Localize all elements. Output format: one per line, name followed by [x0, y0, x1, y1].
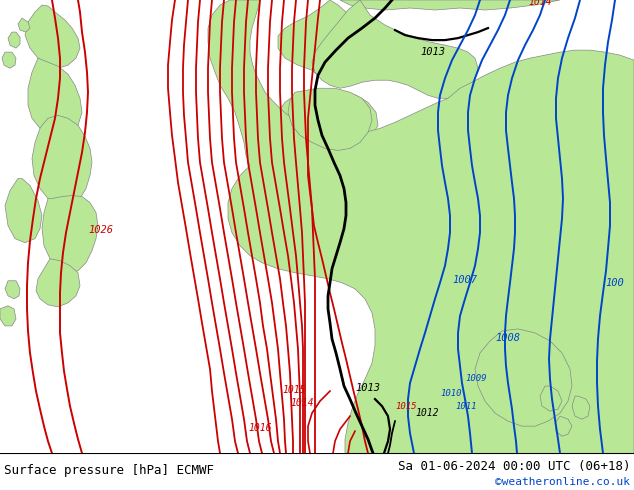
- Polygon shape: [540, 386, 562, 411]
- Text: 1013: 1013: [420, 47, 445, 57]
- Text: Surface pressure [hPa] ECMWF: Surface pressure [hPa] ECMWF: [4, 464, 214, 477]
- Polygon shape: [8, 32, 20, 48]
- Polygon shape: [475, 329, 572, 426]
- Polygon shape: [2, 52, 16, 68]
- Polygon shape: [18, 18, 30, 32]
- Polygon shape: [36, 259, 80, 307]
- Text: 1026: 1026: [88, 224, 113, 235]
- Text: 100: 100: [605, 278, 624, 288]
- Text: 1010: 1010: [440, 389, 462, 398]
- Polygon shape: [310, 40, 336, 78]
- Polygon shape: [0, 306, 16, 326]
- Text: 1007: 1007: [452, 275, 477, 285]
- Polygon shape: [278, 0, 356, 70]
- Polygon shape: [572, 396, 590, 419]
- Polygon shape: [208, 0, 634, 453]
- Text: ©weatheronline.co.uk: ©weatheronline.co.uk: [495, 477, 630, 487]
- Text: 1016: 1016: [248, 423, 271, 433]
- Polygon shape: [322, 30, 340, 52]
- Polygon shape: [5, 178, 42, 243]
- Text: 1008: 1008: [495, 333, 520, 343]
- Polygon shape: [555, 416, 572, 436]
- Polygon shape: [288, 88, 372, 150]
- Text: 1015: 1015: [395, 402, 417, 411]
- Text: Sa 01-06-2024 00:00 UTC (06+18): Sa 01-06-2024 00:00 UTC (06+18): [398, 460, 630, 473]
- Text: 1013: 1013: [355, 383, 380, 393]
- Text: 1014: 1014: [528, 0, 552, 7]
- Polygon shape: [42, 196, 98, 273]
- Text: 1015: 1015: [282, 385, 306, 395]
- Polygon shape: [28, 58, 82, 138]
- Text: 1012: 1012: [415, 408, 439, 418]
- Text: 1014: 1014: [290, 398, 313, 408]
- Polygon shape: [5, 281, 20, 299]
- Text: 1011: 1011: [455, 402, 477, 411]
- Text: 1009: 1009: [465, 374, 486, 383]
- Polygon shape: [25, 5, 80, 68]
- Polygon shape: [340, 0, 560, 10]
- Polygon shape: [312, 0, 478, 98]
- Polygon shape: [32, 115, 92, 209]
- Polygon shape: [278, 92, 378, 152]
